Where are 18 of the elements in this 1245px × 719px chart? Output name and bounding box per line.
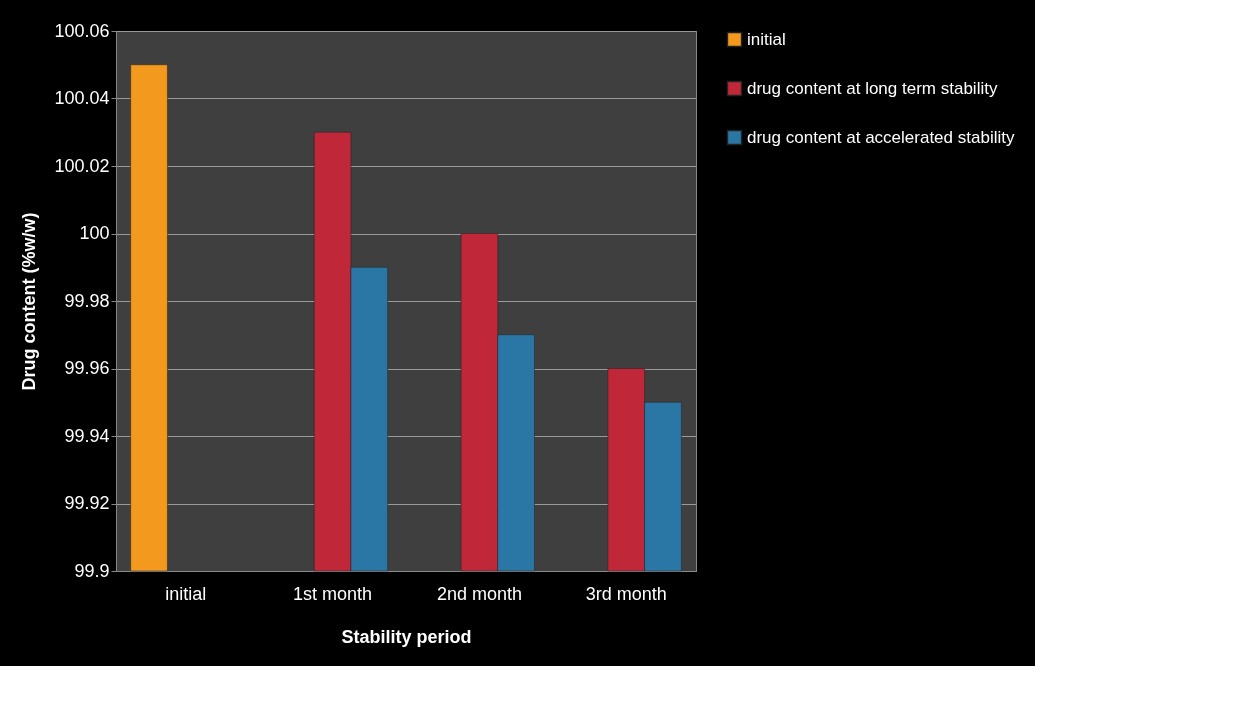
x-tick-label: 2nd month [436,583,522,604]
y-tick-label: 99.92 [64,493,110,513]
legend-label: drug content at long term stability [747,78,998,98]
x-tick-label: initial [165,583,207,604]
y-tick-label: 100.06 [54,20,110,41]
y-tick-label: 99.96 [64,358,110,378]
y-axis-title: Drug content (%w/w) [19,212,40,391]
y-tick-label: 99.98 [64,290,110,311]
y-tick-label: 99.94 [64,425,110,446]
y-tick-label: 100.04 [54,88,110,108]
x-tick-label: 3rd month [585,583,667,604]
x-axis-title: Stability period [341,626,472,647]
legend-label: initial [747,29,786,49]
legend-label: drug content at accelerated stability [747,127,1015,147]
y-tick-label: 100 [79,223,110,243]
x-tick-label: 1st month [293,583,373,604]
y-tick-label: 99.9 [74,560,110,581]
y-tick-label: 100.02 [54,155,110,176]
